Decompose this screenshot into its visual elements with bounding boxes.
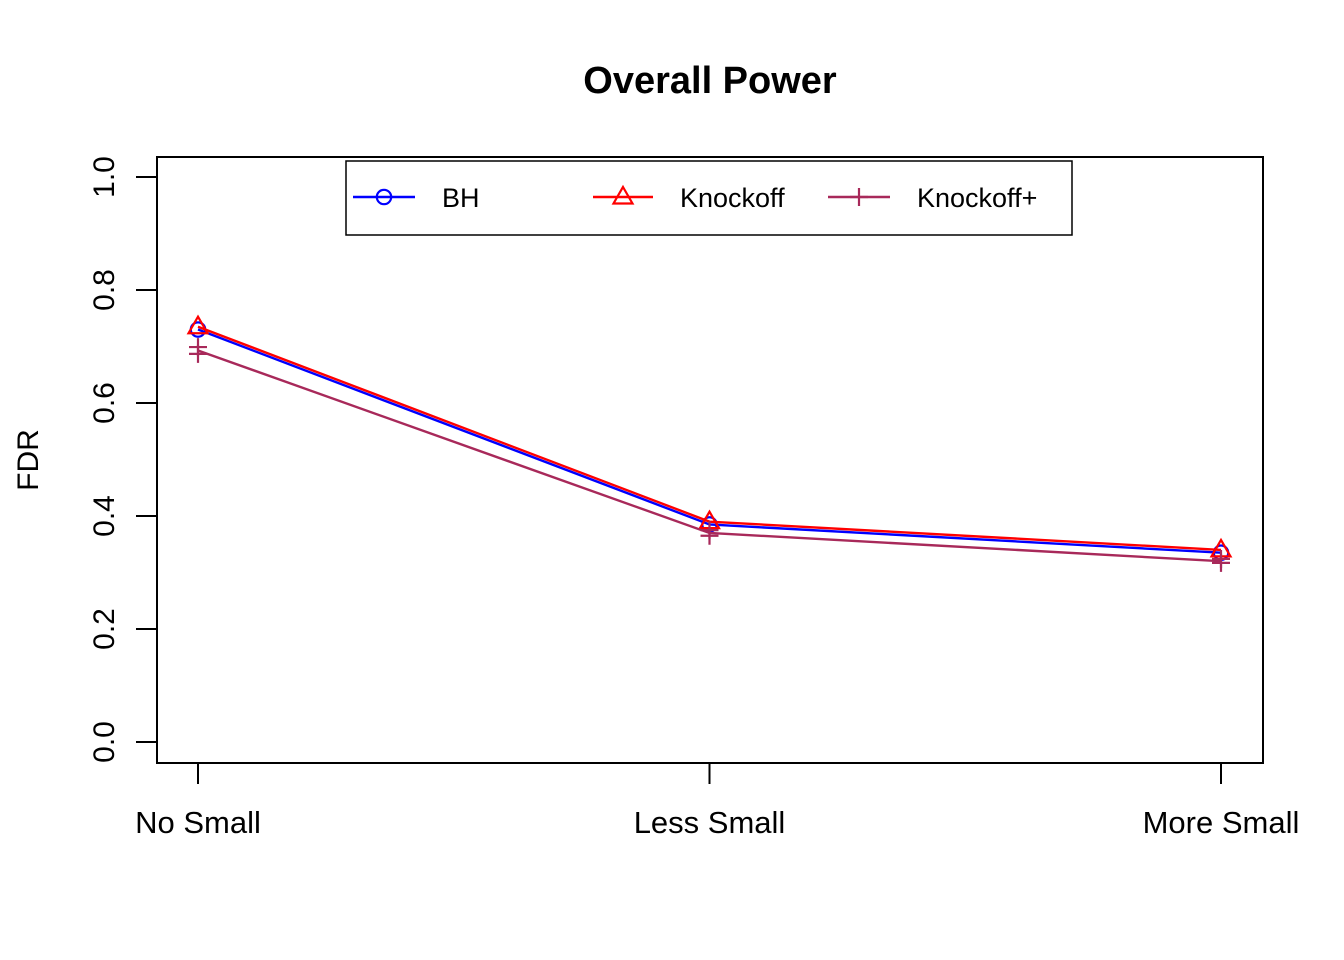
chart-title: Overall Power [583,60,837,102]
legend-label: BH [442,183,480,213]
x-category-label: No Small [135,805,261,840]
plus-marker-icon [700,526,719,545]
circle-marker-icon [375,188,393,206]
legend-entry-knockoff-plus: Knockoff+ [828,183,1037,213]
triangle-marker-icon [611,184,635,205]
legend-border [345,160,1073,236]
y-tick-label: 0.0 [88,721,121,763]
legend-entry-bh: BH [353,183,480,213]
legend-label: Knockoff [680,183,785,213]
triangle-marker-icon [611,184,635,205]
y-tick-label: 0.8 [88,269,121,311]
plus-marker-icon [850,188,868,206]
y-tick-label: 0.6 [88,382,121,424]
y-tick-label: 1.0 [88,156,121,198]
plus-marker-icon [850,188,868,206]
series-layer [186,314,1233,572]
legend: BH Knockoff Knockoff+ [345,160,1073,236]
y-axis: 0.0 0.2 0.4 0.6 0.8 1.0 [88,156,157,763]
plus-marker-icon [1212,553,1230,572]
x-axis: No Small Less Small More Small [135,763,1299,840]
y-tick-label: 0.2 [88,608,121,650]
x-category-label: More Small [1143,805,1300,840]
triangle-marker-icon [186,314,210,335]
circle-marker-icon [375,188,393,206]
series-line [197,328,1222,554]
plus-marker-icon [189,344,207,363]
legend-entry-knockoff: Knockoff [593,183,785,213]
x-category-label: Less Small [634,805,786,840]
y-axis-title: FDR [12,429,45,491]
plot-border [156,156,1264,764]
y-tick-label: 0.4 [88,495,121,537]
legend-label: Knockoff+ [917,183,1037,213]
